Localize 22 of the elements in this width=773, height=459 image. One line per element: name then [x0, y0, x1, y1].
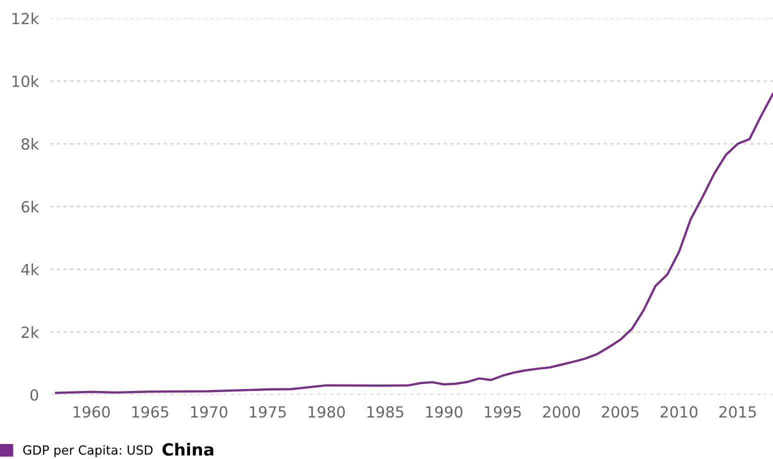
y-tick-label: 12k: [12, 12, 40, 24]
x-tick-label: 2005: [602, 406, 638, 418]
y-tick-label: 0: [30, 389, 38, 401]
x-tick-label: 1975: [250, 406, 286, 418]
y-tick-label: 10k: [12, 75, 40, 88]
x-tick-label: 2015: [719, 406, 756, 418]
legend-label: GDP per Capita: USD: [23, 445, 153, 458]
y-tick-label: 4k: [21, 263, 40, 276]
x-tick-label: 2000: [543, 406, 580, 418]
x-tick-label: 1970: [191, 406, 228, 418]
y-tick-label: 8k: [22, 138, 40, 150]
x-tick-label: 1995: [484, 406, 521, 418]
x-tick-label: 2010: [660, 406, 698, 418]
y-tick-label: 6k: [22, 200, 40, 213]
x-tick-label: 1985: [367, 406, 404, 418]
line-series: [55, 92, 773, 394]
y-tick-label: 2k: [22, 326, 40, 338]
x-tick-label: 1990: [426, 406, 462, 418]
x-tick-label: 1965: [132, 406, 168, 418]
x-tick-label: 1960: [74, 406, 110, 418]
legend-title: China: [162, 442, 214, 456]
x-tick-label: 1980: [308, 406, 345, 418]
